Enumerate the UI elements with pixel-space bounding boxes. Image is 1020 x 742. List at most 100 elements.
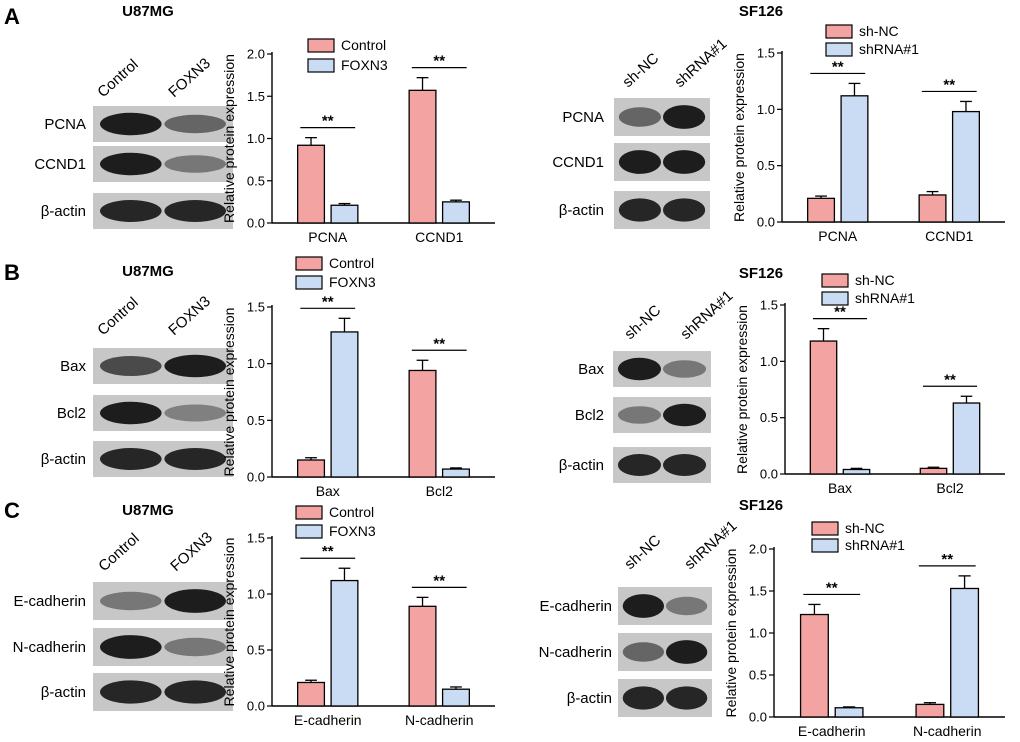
significance-mark: **	[941, 551, 953, 568]
blot-band	[164, 404, 226, 422]
category-label: CCND1	[925, 228, 973, 244]
blot-band	[164, 637, 226, 657]
legend-label: Control	[341, 37, 386, 53]
bar	[809, 340, 838, 475]
legend-label: Control	[329, 504, 374, 520]
category-label: PCNA	[308, 229, 348, 245]
y-tick-label: 1.5	[749, 584, 767, 599]
protein-label: β-actin	[559, 457, 604, 474]
bar-chart: 0.0 0.5 1.0 1.5 Relative protein expression *…	[221, 504, 495, 728]
blot-band	[622, 686, 665, 710]
legend-label: FOXN3	[329, 274, 376, 290]
blot-band	[164, 114, 226, 134]
protein-label: Bcl2	[57, 405, 86, 422]
protein-label: PCNA	[44, 116, 86, 133]
panel-letter: C	[4, 498, 20, 523]
category-label: Bax	[828, 480, 852, 496]
blot-band	[100, 591, 162, 611]
bar-chart: 0.0 0.5 1.0 1.5 Relative protein expression *…	[734, 272, 1005, 496]
protein-label: Bax	[60, 358, 86, 375]
significance-mark: **	[944, 371, 956, 388]
legend-label: sh-NC	[855, 272, 895, 288]
legend-swatch	[825, 42, 853, 57]
lane-label: sh-NC	[621, 302, 664, 343]
legend-label: sh-NC	[845, 520, 885, 536]
lane-label: Control	[95, 530, 142, 575]
blot-band	[164, 199, 226, 223]
bar	[330, 331, 359, 478]
blot-band	[100, 447, 162, 471]
protein-label: β-actin	[41, 203, 86, 220]
y-tick-label: 0.0	[247, 216, 265, 231]
bar	[408, 605, 437, 707]
lane-label: FOXN3	[165, 55, 214, 101]
legend-label: shRNA#1	[845, 537, 905, 553]
y-tick-label: 0.0	[247, 470, 265, 485]
blot-band	[622, 642, 665, 662]
blot-band	[100, 199, 162, 223]
blot-band	[618, 107, 662, 127]
y-tick-label: 2.0	[749, 542, 767, 557]
blot-band	[100, 152, 162, 176]
legend-swatch	[825, 24, 853, 39]
significance-mark: **	[834, 304, 846, 321]
blot-band	[100, 112, 162, 136]
significance-mark: **	[433, 53, 445, 70]
blot-band	[662, 403, 707, 427]
bar	[952, 402, 981, 475]
protein-label: E-cadherin	[13, 593, 86, 610]
blot-band	[665, 640, 708, 664]
y-tick-label: 1.0	[247, 356, 265, 371]
blot-band	[164, 354, 226, 378]
legend-swatch	[821, 273, 849, 288]
blot-band	[100, 355, 162, 377]
blot-band	[622, 594, 665, 618]
bar	[296, 681, 326, 707]
protein-label: Bcl2	[575, 407, 604, 424]
significance-mark: **	[322, 543, 334, 560]
bar	[441, 201, 471, 224]
blot-band	[164, 589, 226, 613]
blot-band	[100, 401, 162, 425]
bar	[799, 613, 829, 718]
category-label: PCNA	[818, 228, 858, 244]
lane-label: Control	[94, 294, 141, 339]
bar	[834, 707, 864, 718]
blot-band	[662, 150, 706, 174]
bar	[842, 468, 871, 475]
bar-chart: 0.0 0.5 1.0 1.5 2.0 Relative protein expressi…	[221, 37, 495, 245]
y-tick-label: 1.5	[247, 300, 265, 315]
panel-letter: B	[4, 260, 20, 285]
y-tick-label: 1.0	[749, 626, 767, 641]
blot-band	[662, 198, 706, 222]
y-tick-label: 0.5	[749, 668, 767, 683]
protein-label: Bax	[578, 361, 604, 378]
y-tick-label: 0.5	[247, 643, 265, 658]
legend-swatch	[295, 524, 323, 539]
significance-mark: **	[943, 76, 955, 93]
protein-label: β-actin	[41, 451, 86, 468]
bar	[919, 467, 948, 475]
protein-label: β-actin	[567, 690, 612, 707]
significance-mark: **	[322, 293, 334, 310]
protein-label: CCND1	[552, 154, 604, 171]
blot-band	[617, 357, 662, 381]
bar	[330, 579, 359, 707]
protein-label: N-cadherin	[13, 639, 86, 656]
blot-band	[665, 596, 708, 616]
category-label: CCND1	[415, 229, 463, 245]
cell-line-title: U87MG	[122, 3, 174, 20]
significance-mark: **	[832, 58, 844, 75]
lane-label: sh-NC	[621, 532, 664, 573]
y-tick-label: 0.5	[757, 158, 775, 173]
category-label: N-cadherin	[405, 712, 473, 728]
cell-line-title: U87MG	[122, 502, 174, 519]
bar	[915, 703, 945, 718]
y-tick-label: 1.5	[247, 89, 265, 104]
bar-chart: 0.0 0.5 1.0 1.5 Relative protein expression *…	[731, 23, 1005, 244]
western-blot: U87MG Control FOXN3 E-cadherin N-cadherin β-a…	[13, 502, 233, 711]
legend-swatch	[307, 58, 335, 73]
significance-mark: **	[433, 572, 445, 589]
significance-mark: **	[322, 113, 334, 130]
y-tick-label: 0.5	[760, 410, 778, 425]
